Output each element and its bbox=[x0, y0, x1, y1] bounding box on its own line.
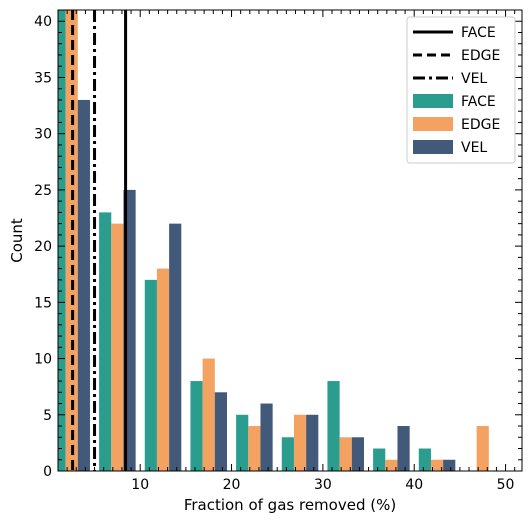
bar-edge-bin-9 bbox=[476, 426, 489, 471]
bar-face-bin-1 bbox=[99, 212, 112, 471]
legend-label: EDGE bbox=[461, 117, 500, 133]
y-axis-label: Count bbox=[8, 218, 26, 263]
legend-label: EDGE bbox=[461, 48, 500, 64]
y-tick-label: 20 bbox=[34, 239, 52, 255]
bar-vel-bin-7 bbox=[397, 426, 410, 471]
y-tick-label: 15 bbox=[34, 295, 52, 311]
bar-edge-bin-3 bbox=[202, 358, 215, 471]
y-tick-label: 40 bbox=[34, 14, 52, 30]
bar-face-bin-2 bbox=[144, 279, 157, 471]
bar-edge-bin-6 bbox=[339, 437, 352, 471]
bar-face-bin-4 bbox=[236, 414, 249, 471]
legend-swatch-face bbox=[413, 94, 453, 108]
bar-vel-bin-6 bbox=[351, 437, 364, 471]
bar-face-bin-7 bbox=[373, 448, 386, 471]
x-tick-label: 30 bbox=[314, 477, 332, 493]
bar-vel-bin-2 bbox=[169, 223, 182, 471]
bar-edge-bin-7 bbox=[385, 459, 398, 471]
bar-face-bin-8 bbox=[418, 448, 431, 471]
bar-face-bin-3 bbox=[190, 381, 203, 471]
x-tick-label: 50 bbox=[497, 477, 515, 493]
plot-area bbox=[58, 10, 489, 471]
y-tick-label: 35 bbox=[34, 70, 52, 86]
plot-frame bbox=[57, 9, 523, 472]
y-tick-label: 25 bbox=[34, 183, 52, 199]
legend-label: VEL bbox=[461, 140, 487, 156]
y-tick-label: 30 bbox=[34, 127, 52, 143]
y-tick-label: 10 bbox=[34, 352, 52, 368]
bar-edge-bin-5 bbox=[293, 414, 307, 471]
legend-label: FACE bbox=[461, 25, 496, 41]
legend-swatch-vel bbox=[413, 140, 453, 154]
x-tick-label: 20 bbox=[223, 477, 241, 493]
bar-edge-bin-4 bbox=[248, 426, 261, 471]
bar-vel-bin-3 bbox=[214, 392, 227, 471]
bar-face-bin-6 bbox=[327, 381, 340, 471]
bar-face-bin-0 bbox=[58, 10, 66, 471]
x-tick-label: 10 bbox=[131, 477, 149, 493]
bar-vel-bin-4 bbox=[260, 403, 273, 471]
bar-edge-bin-1 bbox=[111, 223, 124, 471]
axis-ticks bbox=[58, 9, 522, 472]
x-tick-label: 40 bbox=[405, 477, 423, 493]
y-tick-label: 0 bbox=[43, 464, 52, 480]
legend-label: VEL bbox=[461, 71, 487, 87]
bar-face-bin-5 bbox=[281, 437, 294, 471]
x-axis-label: Fraction of gas removed (%) bbox=[184, 496, 396, 514]
legend: FACE EDGE VEL FACE EDGE VEL bbox=[406, 16, 516, 164]
bar-vel-bin-0 bbox=[77, 99, 90, 471]
bar-vel-bin-5 bbox=[306, 414, 319, 471]
legend-swatch-edge bbox=[413, 117, 453, 131]
bar-edge-bin-8 bbox=[430, 459, 444, 471]
y-tick-label: 5 bbox=[43, 408, 52, 424]
bar-vel-bin-8 bbox=[443, 459, 456, 471]
legend-label: FACE bbox=[461, 94, 496, 110]
bar-edge-bin-2 bbox=[156, 268, 170, 471]
